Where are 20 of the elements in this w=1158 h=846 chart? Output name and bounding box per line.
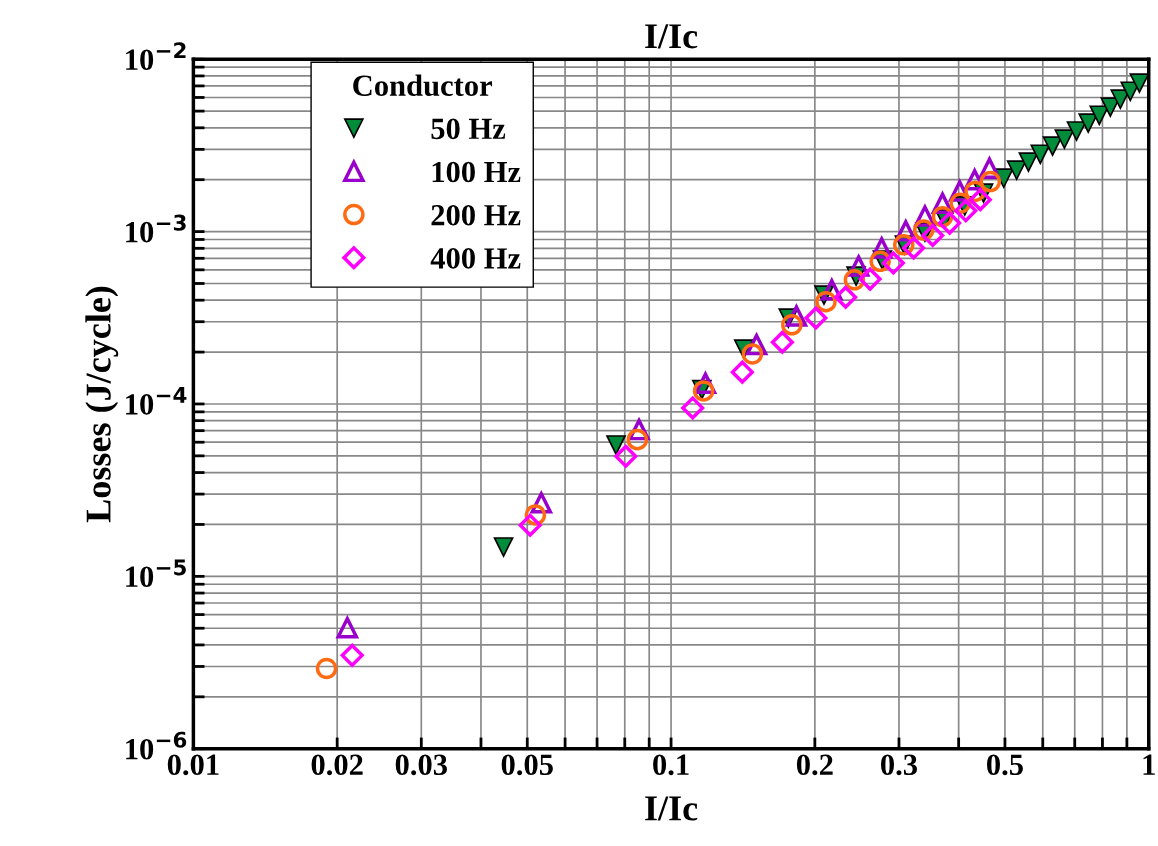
x-axis-title: I/Ic [645,796,698,821]
legend-title: Conductor [353,74,492,97]
y-tick-label: 10$^{−2}$ [126,42,186,71]
y-axis-title: Losses (J/cycle) [85,286,119,523]
legend-label: 400 Hz [430,248,521,269]
x-tick-label: 0.03 [395,754,447,776]
x-tick-label: 0.1 [653,754,689,776]
y-tick-label: 10$^{−5}$ [126,559,186,588]
x-tick-label: 0.3 [881,754,918,776]
legend-label: 100 Hz [432,161,521,183]
x-tick-label: 0.2 [796,754,833,776]
x-tick-label: 0.05 [501,754,553,776]
y-tick-label: 10$^{−3}$ [126,214,186,243]
chart-title: I/Ic [645,24,698,49]
y-tick-label: 10$^{−4}$ [126,387,187,415]
legend-label: 200 Hz [431,204,521,226]
x-tick-label: 1 [1143,754,1155,775]
x-tick-label: 0.5 [987,754,1023,776]
legend-label: 50 Hz [431,118,506,140]
x-tick-label: 0.02 [311,754,363,776]
